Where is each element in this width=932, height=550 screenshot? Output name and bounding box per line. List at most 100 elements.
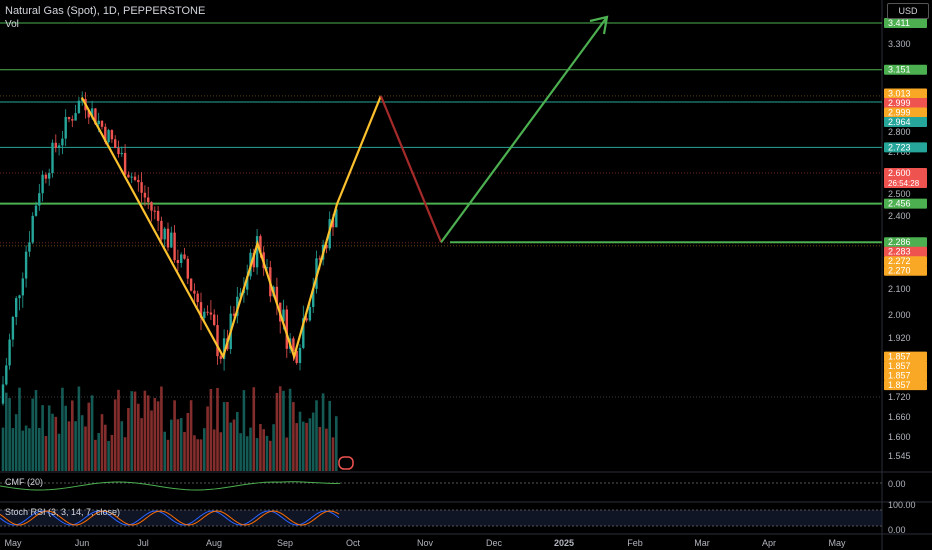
candle-body: [312, 288, 315, 308]
volume-bar: [104, 424, 107, 471]
candle-body: [67, 116, 71, 120]
stoch-rsi-indicator-label[interactable]: Stoch RSI (3, 3, 14, 7, close): [5, 507, 121, 517]
cmf-line: [0, 481, 341, 491]
candle-body: [120, 152, 123, 155]
price-tag: [884, 370, 927, 381]
volume-bar: [193, 435, 196, 471]
volume-bar: [41, 405, 44, 471]
volume-bar: [143, 390, 147, 471]
volume-bar: [295, 423, 298, 471]
candle-body: [275, 286, 279, 303]
candle-body: [173, 232, 176, 261]
volume-bar: [183, 432, 186, 471]
volume-bar: [308, 418, 312, 471]
stoch-d-line: [0, 510, 340, 526]
candle-body: [209, 312, 213, 315]
stoch-scale-low: 0.00: [888, 525, 906, 535]
price-tag: [884, 198, 927, 209]
volume-bar: [245, 436, 249, 471]
price-tag-label: 2.999: [888, 108, 911, 118]
volume-bar: [64, 405, 67, 471]
volume-bar: [34, 390, 38, 471]
chart-title: Natural Gas (Spot), 1D, PEPPERSTONE: [5, 5, 206, 17]
price-tag-label: 1.857: [888, 380, 911, 390]
candle-body: [186, 258, 189, 279]
volume-bar: [232, 419, 236, 471]
candle-body: [64, 116, 67, 139]
x-axis-label: 2025: [554, 538, 574, 548]
price-tag: [884, 237, 927, 248]
candle-body: [305, 318, 308, 321]
candle-body: [77, 100, 81, 114]
projection-down-line: [379, 95, 443, 243]
price-tag: [884, 380, 927, 391]
volume-bar: [212, 429, 216, 471]
volume-bar: [321, 393, 325, 471]
candle-body: [117, 148, 120, 155]
price-tag: [884, 265, 927, 276]
candle-body: [110, 130, 114, 140]
volume-bar: [262, 429, 265, 471]
volume-bar: [206, 406, 209, 471]
volume-bar: [14, 414, 18, 471]
candle-body: [183, 254, 186, 259]
volume-bar: [302, 421, 305, 471]
candle-body: [236, 296, 239, 316]
volume-bar: [163, 431, 166, 471]
volume-bar: [259, 424, 262, 471]
volume-bar: [311, 412, 315, 471]
candle-body: [11, 317, 15, 340]
volume-bar: [282, 390, 285, 471]
candle-body: [34, 205, 38, 216]
volume-bar: [150, 410, 153, 471]
currency-button[interactable]: USD: [887, 3, 929, 19]
candle-body: [74, 113, 77, 121]
price-tag-label: 2.270: [888, 266, 911, 276]
volume-bar: [249, 427, 252, 471]
volume-bar: [110, 435, 114, 471]
volume-bar: [31, 398, 34, 471]
candle-body: [71, 119, 74, 121]
cmf-indicator-label[interactable]: CMF (20): [5, 477, 43, 487]
candle-body: [318, 258, 321, 260]
volume-bar: [265, 435, 269, 471]
volume-bar: [28, 428, 31, 471]
x-axis-label: Feb: [627, 538, 643, 548]
volume-bar: [90, 395, 94, 471]
stoch-k-line: [0, 510, 340, 526]
candle-body: [160, 220, 163, 240]
candle-body: [48, 173, 51, 179]
volume-bar: [97, 432, 100, 471]
candle-body: [15, 298, 18, 318]
candle-body: [57, 145, 61, 148]
volume-bar: [94, 439, 97, 471]
volume-bar: [325, 428, 328, 471]
price-tag-label: 2.272: [888, 256, 911, 266]
y-tick-label: 2.500: [888, 189, 911, 199]
projection-up-arrow: [440, 16, 608, 243]
price-tag-label: 2.723: [888, 142, 911, 152]
candle-body: [51, 142, 54, 174]
price-tag-label: 1.857: [888, 371, 911, 381]
y-tick-label: 1.660: [888, 412, 911, 422]
candle-body: [302, 318, 305, 348]
volume-bar: [278, 386, 282, 471]
volume-bar: [133, 391, 137, 471]
volume-bar: [57, 433, 61, 471]
candle-body: [265, 267, 269, 269]
volume-bar: [84, 426, 87, 471]
candle-body: [97, 120, 100, 125]
price-tag-label: 2.600: [888, 168, 911, 178]
candle-body: [147, 197, 150, 203]
volume-bar: [328, 400, 331, 471]
candle-body: [18, 295, 21, 299]
volume-bar: [170, 419, 173, 471]
x-axis-label: May: [4, 538, 22, 548]
volume-bar: [176, 419, 180, 471]
volume-bar: [331, 437, 335, 471]
candle-body: [259, 236, 262, 253]
candle-body: [180, 254, 183, 263]
candle-body: [44, 174, 48, 179]
price-tag: [884, 142, 927, 153]
